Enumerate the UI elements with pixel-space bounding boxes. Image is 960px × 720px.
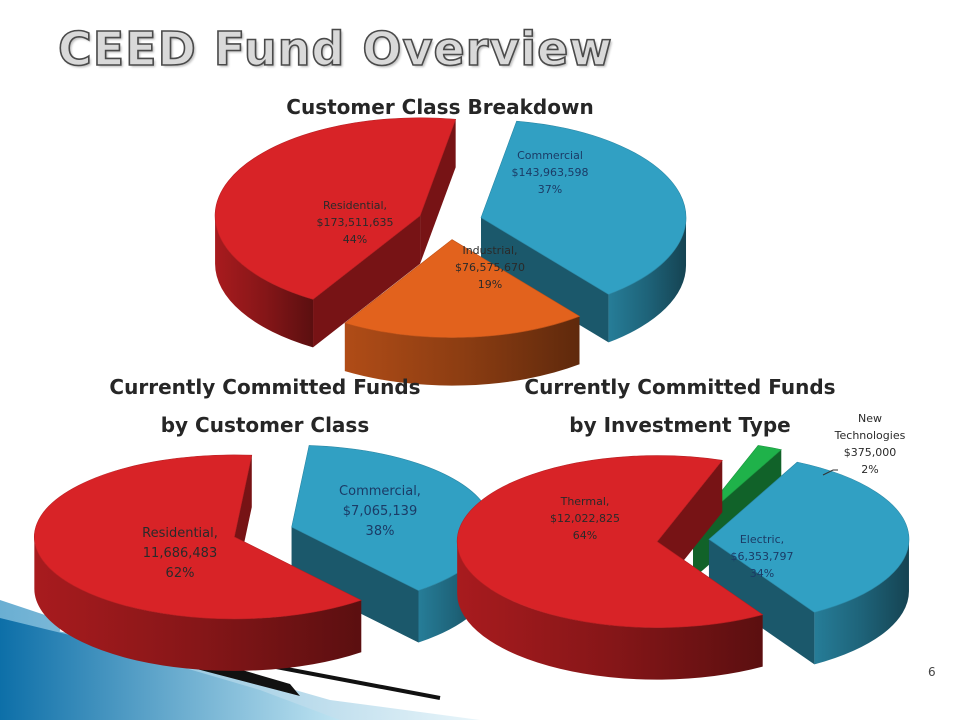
industrial-value: $76,575,670 bbox=[455, 261, 525, 275]
chart-1-commercial-side bbox=[608, 217, 687, 343]
thermal-percent: 64% bbox=[572, 529, 598, 543]
residential-name: Residential, bbox=[322, 199, 388, 212]
chart-3-title-line-2: by Investment Type bbox=[569, 413, 791, 437]
commercial-data-label: Commercial $143,963,598 37% bbox=[470, 147, 630, 198]
industrial-percent: 19% bbox=[477, 278, 503, 292]
chart-3-electric-slice bbox=[708, 461, 910, 613]
committed-residential-data-label: Residential, 11,686,483 62% bbox=[100, 524, 260, 584]
slide-number: 6 bbox=[928, 665, 936, 679]
electric-percent: 34% bbox=[749, 567, 775, 581]
chart-3-thermal-side bbox=[457, 541, 763, 680]
chart-1-residential-side bbox=[215, 215, 314, 348]
residential-value: $173,511,635 bbox=[316, 216, 394, 230]
residential-data-label: Residential, $173,511,635 44% bbox=[285, 197, 425, 248]
new-technologies-leader-line bbox=[822, 469, 838, 476]
chart-1-industrial-side bbox=[344, 316, 580, 386]
chart-2-commercial-side bbox=[418, 527, 492, 643]
electric-value: $6,353,797 bbox=[730, 550, 794, 564]
commercial-percent: 37% bbox=[537, 183, 563, 197]
electric-name: Electric, bbox=[739, 533, 785, 546]
industrial-data-label: Industrial, $76,575,670 19% bbox=[420, 242, 560, 293]
chart-1-title: Customer Class Breakdown bbox=[286, 95, 594, 119]
industrial-name: Industrial, bbox=[462, 244, 518, 257]
new-technologies-name-line-2: Technologies bbox=[834, 429, 906, 443]
chart-2-title-line-2: by Customer Class bbox=[160, 413, 370, 437]
committed-commercial-value: $7,065,139 bbox=[342, 504, 418, 520]
chart-3-electric-cut-end bbox=[708, 539, 815, 665]
thermal-data-label: Thermal, $12,022,825 64% bbox=[525, 493, 645, 544]
chart-2-commercial-cut-end bbox=[291, 527, 419, 643]
chart-2-title-line-1: Currently Committed Funds bbox=[109, 375, 421, 399]
decor-wave-front bbox=[0, 618, 340, 720]
chart-3-thermal-slice bbox=[456, 455, 764, 628]
chart-1-commercial-slice bbox=[480, 120, 687, 295]
chart-3-title-line-1: Currently Committed Funds bbox=[524, 375, 836, 399]
chart-2-residential-slice bbox=[34, 454, 362, 620]
electric-data-label: Electric, $6,353,797 34% bbox=[702, 531, 822, 582]
slide-title: CEED Fund Overview bbox=[57, 21, 613, 77]
chart-1-industrial-slice bbox=[344, 239, 581, 338]
chart-1-residential-cut-end bbox=[420, 119, 456, 264]
committed-commercial-data-label: Commercial, $7,065,139 38% bbox=[305, 482, 455, 542]
chart-2-residential-side bbox=[34, 536, 362, 671]
new-technologies-name-line-1: New bbox=[858, 412, 882, 425]
chart-1-commercial-cut-end bbox=[481, 217, 609, 343]
committed-commercial-percent: 38% bbox=[365, 524, 395, 540]
residential-percent: 44% bbox=[342, 233, 368, 247]
thermal-name: Thermal, bbox=[560, 495, 610, 508]
thermal-value: $12,022,825 bbox=[550, 512, 620, 526]
committed-residential-value: 11,686,483 bbox=[142, 546, 218, 562]
chart-2-title: Currently Committed Funds by Customer Cl… bbox=[55, 368, 475, 444]
commercial-value: $143,963,598 bbox=[511, 166, 589, 180]
committed-residential-name: Residential, bbox=[142, 526, 218, 541]
chart-1-residential-cut-start bbox=[313, 215, 421, 348]
committed-commercial-name: Commercial, bbox=[339, 484, 421, 499]
new-technologies-value: $375,000 bbox=[843, 446, 897, 460]
chart-1-residential-slice bbox=[214, 117, 457, 300]
chart-3-electric-side bbox=[814, 539, 909, 665]
chart-3-title: Currently Committed Funds by Investment … bbox=[470, 368, 890, 444]
new-technologies-percent: 2% bbox=[861, 463, 879, 477]
committed-residential-percent: 62% bbox=[165, 566, 195, 582]
commercial-name: Commercial bbox=[517, 149, 583, 162]
new-technologies-data-label: New Technologies $375,000 2% bbox=[815, 410, 925, 478]
